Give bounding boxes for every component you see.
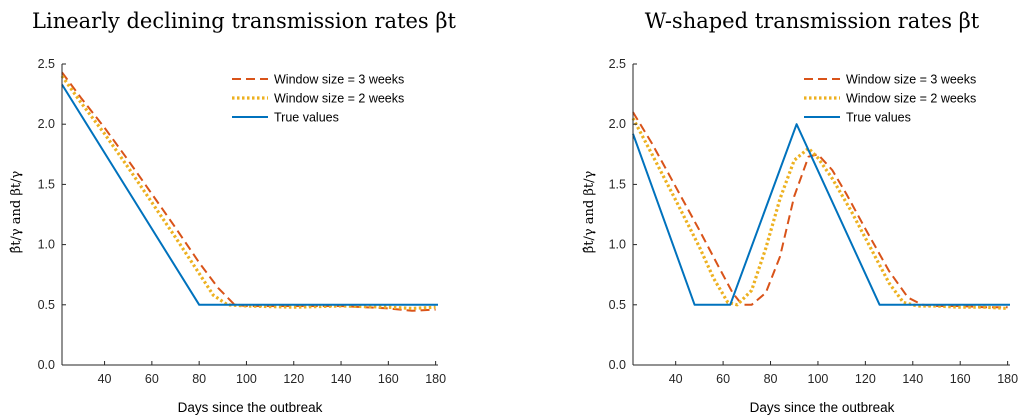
y-tick-label: 2.0 <box>609 117 626 131</box>
y-tick-label: 2.5 <box>609 57 626 71</box>
plot-area: 40 60 80 100 120 140 160 180 0.0 0.5 1.0 1.5 2.0 2.5 W… <box>609 57 1018 386</box>
x-tick-label: 160 <box>378 372 399 386</box>
y-tick-label: 1.0 <box>609 238 626 252</box>
x-tick-label: 180 <box>997 372 1018 386</box>
y-tick-label: 1.0 <box>38 238 55 252</box>
chart-title: W-shaped transmission rates βt <box>645 9 980 33</box>
y-tick-label: 2.0 <box>38 117 55 131</box>
x-tick-label: 60 <box>145 372 159 386</box>
x-tick-label: 120 <box>283 372 304 386</box>
y-tick-label: 0.5 <box>38 298 55 312</box>
y-tick-label: 1.5 <box>609 177 626 191</box>
x-tick-label: 80 <box>764 372 778 386</box>
y-tick-label: 0.5 <box>609 298 626 312</box>
x-tick-label: 40 <box>669 372 683 386</box>
legend-label-2: True values <box>274 111 339 125</box>
series-line-2 <box>61 83 438 306</box>
legend-label-1: Window size = 2 weeks <box>274 92 404 106</box>
x-tick-label: 120 <box>855 372 876 386</box>
x-axis-label: Days since the outbreak <box>178 400 323 415</box>
w-shaped-chart: W-shaped transmission rates βt β̂t/γ and… <box>582 9 1018 415</box>
y-tick-label: 2.5 <box>38 57 55 71</box>
x-tick-label: 100 <box>808 372 829 386</box>
series-line-2 <box>632 123 1010 306</box>
series-line-1 <box>60 75 436 310</box>
legend-label-0: Window size = 3 weeks <box>846 73 976 87</box>
y-axis-label: β̂t/γ and βt/γ <box>582 171 597 254</box>
y-axis-label: β̂t/γ and βt/γ <box>9 171 24 254</box>
series-line-0 <box>61 71 436 312</box>
y-tick-label: 0.0 <box>609 358 626 372</box>
x-tick-label: 180 <box>425 372 446 386</box>
y-tick-label: 0.0 <box>38 358 55 372</box>
x-tick-label: 100 <box>236 372 257 386</box>
series-line-1 <box>631 117 1008 310</box>
x-tick-label: 60 <box>716 372 730 386</box>
x-tick-label: 40 <box>98 372 112 386</box>
y-tick-label: 1.5 <box>38 177 55 191</box>
linear-decline-chart: Linearly declining transmission rates βt… <box>9 9 456 415</box>
x-tick-label: 160 <box>950 372 971 386</box>
x-tick-label: 140 <box>902 372 923 386</box>
series-line-0 <box>632 111 1008 309</box>
x-tick-label: 140 <box>331 372 352 386</box>
plot-area: 40 60 80 100 120 140 160 180 0.0 0.5 1.0 1.5 2.0 2.5 W… <box>38 57 446 386</box>
legend-label-0: Window size = 3 weeks <box>274 73 404 87</box>
x-tick-label: 80 <box>192 372 206 386</box>
x-axis-label: Days since the outbreak <box>750 400 895 415</box>
legend-label-2: True values <box>846 111 911 125</box>
legend-label-1: Window size = 2 weeks <box>846 92 976 106</box>
chart-title: Linearly declining transmission rates βt <box>32 9 456 33</box>
